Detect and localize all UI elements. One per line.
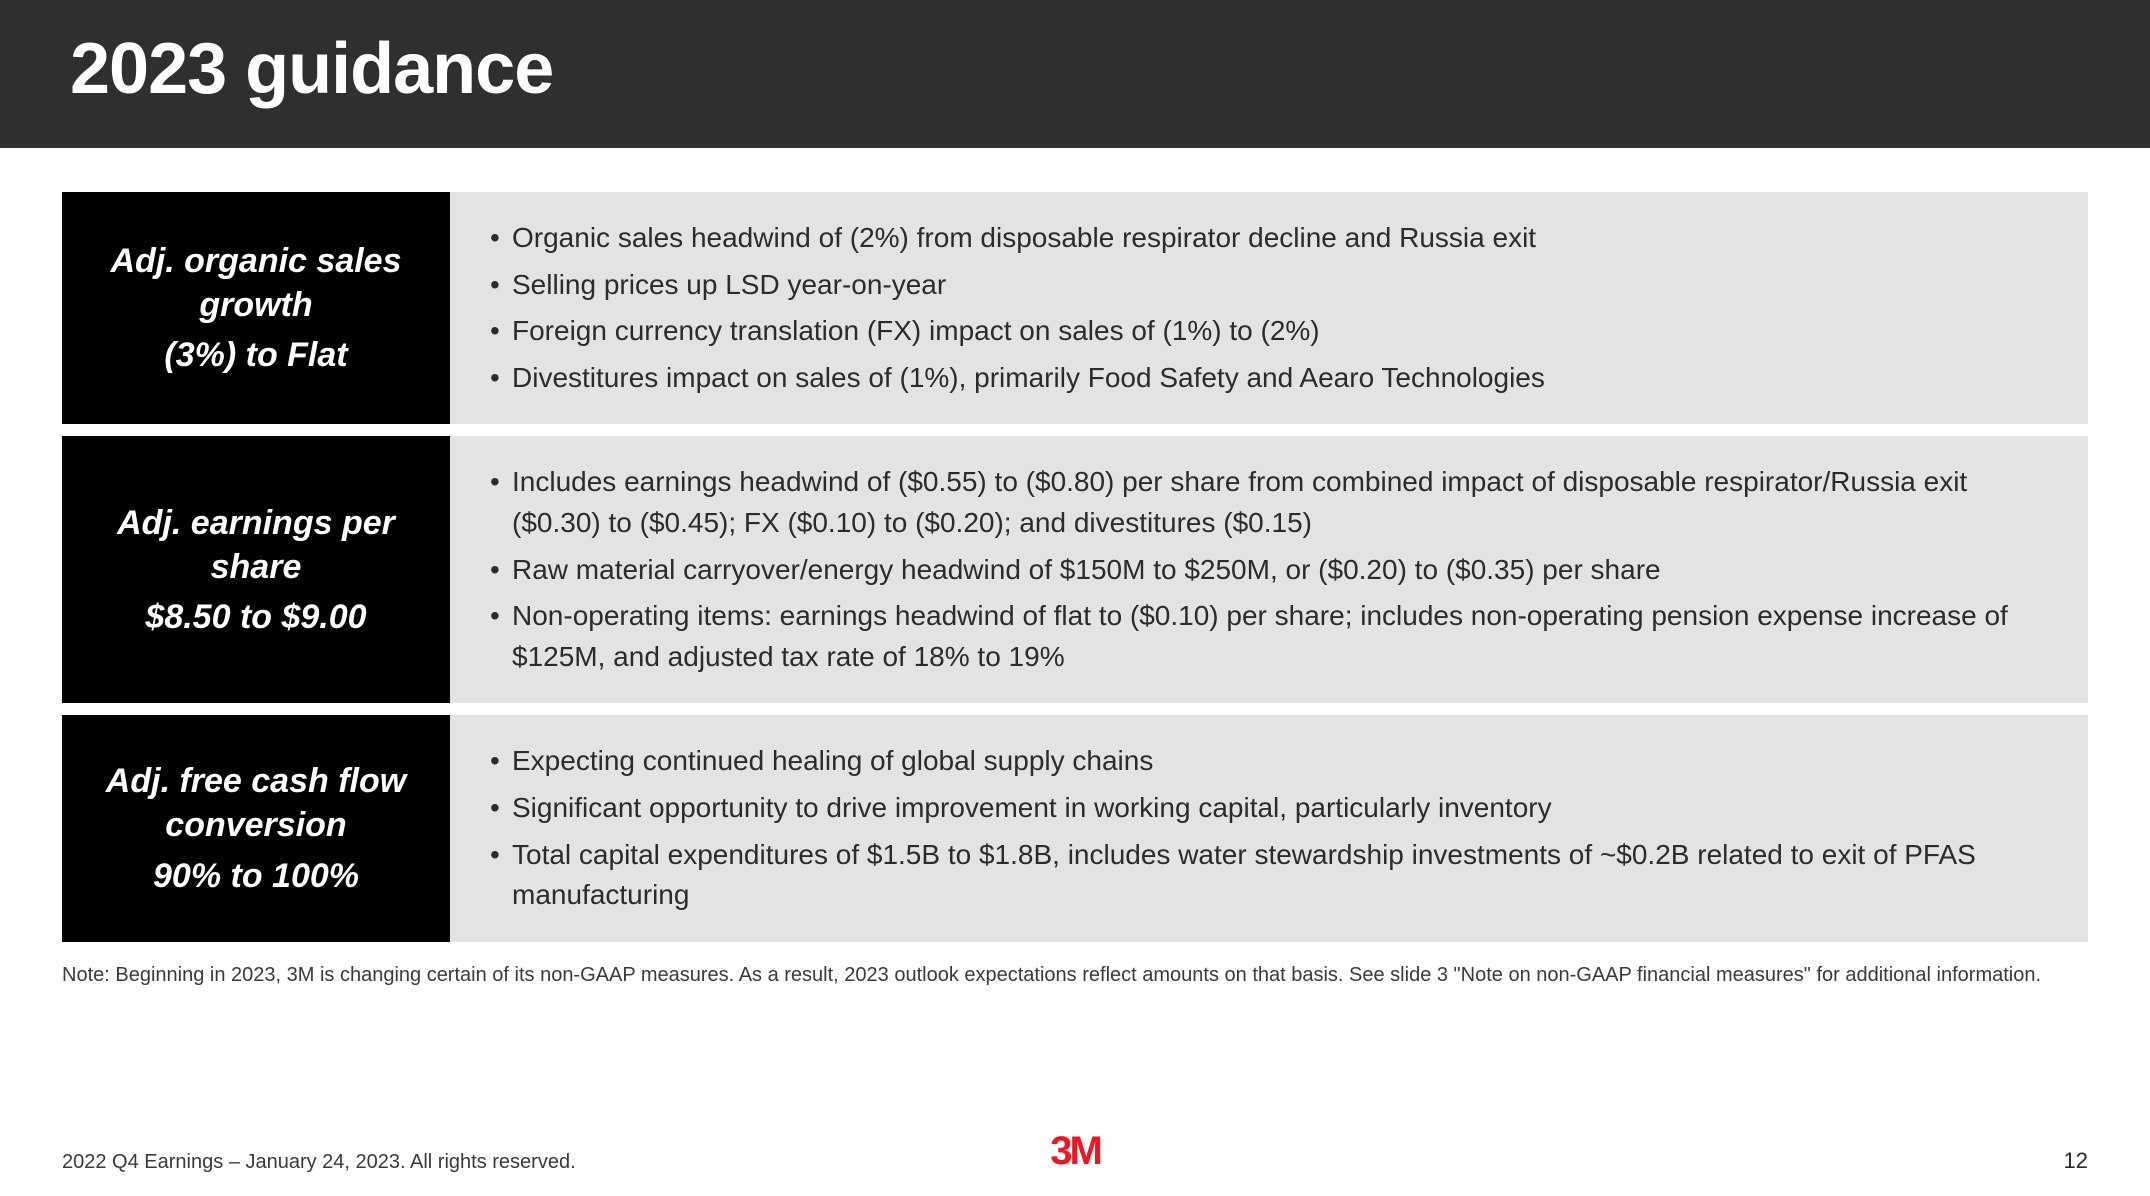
row-label-title: Adj. earnings per share	[82, 501, 430, 589]
row-label-title: Adj. organic sales growth	[82, 239, 430, 327]
bullet-item: Foreign currency translation (FX) impact…	[484, 311, 2054, 352]
bullet-item: Raw material carryover/energy headwind o…	[484, 550, 2054, 591]
footer-left: 2022 Q4 Earnings – January 24, 2023. All…	[62, 1151, 576, 1174]
logo-3m: 3M	[1050, 1129, 1100, 1173]
slide: 2023 guidance Adj. organic sales growth …	[0, 0, 2150, 1196]
guidance-row-fcf: Adj. free cash flow conversion 90% to 10…	[62, 715, 2088, 941]
guidance-row-eps: Adj. earnings per share $8.50 to $9.00 I…	[62, 436, 2088, 703]
row-label-value: $8.50 to $9.00	[145, 595, 366, 639]
footer: 2022 Q4 Earnings – January 24, 2023. All…	[62, 1148, 2088, 1174]
bullet-item: Selling prices up LSD year-on-year	[484, 265, 2054, 306]
footnote: Note: Beginning in 2023, 3M is changing …	[0, 954, 2150, 989]
row-label-title: Adj. free cash flow conversion	[82, 759, 430, 847]
bullet-item: Expecting continued healing of global su…	[484, 741, 2054, 782]
row-label: Adj. organic sales growth (3%) to Flat	[62, 192, 450, 424]
row-label-value: (3%) to Flat	[164, 333, 347, 377]
bullet-item: Significant opportunity to drive improve…	[484, 788, 2054, 829]
title-bar: 2023 guidance	[0, 0, 2150, 148]
slide-title: 2023 guidance	[70, 28, 2080, 110]
bullet-list: Expecting continued healing of global su…	[484, 741, 2054, 915]
bullet-list: Organic sales headwind of (2%) from disp…	[484, 218, 2054, 398]
row-body: Includes earnings headwind of ($0.55) to…	[450, 436, 2088, 703]
page-number: 12	[2064, 1148, 2088, 1174]
bullet-item: Non-operating items: earnings headwind o…	[484, 596, 2054, 677]
footer-logo: 3M	[1050, 1129, 1100, 1174]
row-body: Organic sales headwind of (2%) from disp…	[450, 192, 2088, 424]
guidance-row-organic-sales: Adj. organic sales growth (3%) to Flat O…	[62, 192, 2088, 424]
content-area: Adj. organic sales growth (3%) to Flat O…	[0, 148, 2150, 942]
bullet-list: Includes earnings headwind of ($0.55) to…	[484, 462, 2054, 677]
bullet-item: Organic sales headwind of (2%) from disp…	[484, 218, 2054, 259]
row-label: Adj. free cash flow conversion 90% to 10…	[62, 715, 450, 941]
bullet-item: Total capital expenditures of $1.5B to $…	[484, 835, 2054, 916]
bullet-item: Divestitures impact on sales of (1%), pr…	[484, 358, 2054, 399]
row-label: Adj. earnings per share $8.50 to $9.00	[62, 436, 450, 703]
row-body: Expecting continued healing of global su…	[450, 715, 2088, 941]
row-label-value: 90% to 100%	[153, 854, 359, 898]
bullet-item: Includes earnings headwind of ($0.55) to…	[484, 462, 2054, 543]
